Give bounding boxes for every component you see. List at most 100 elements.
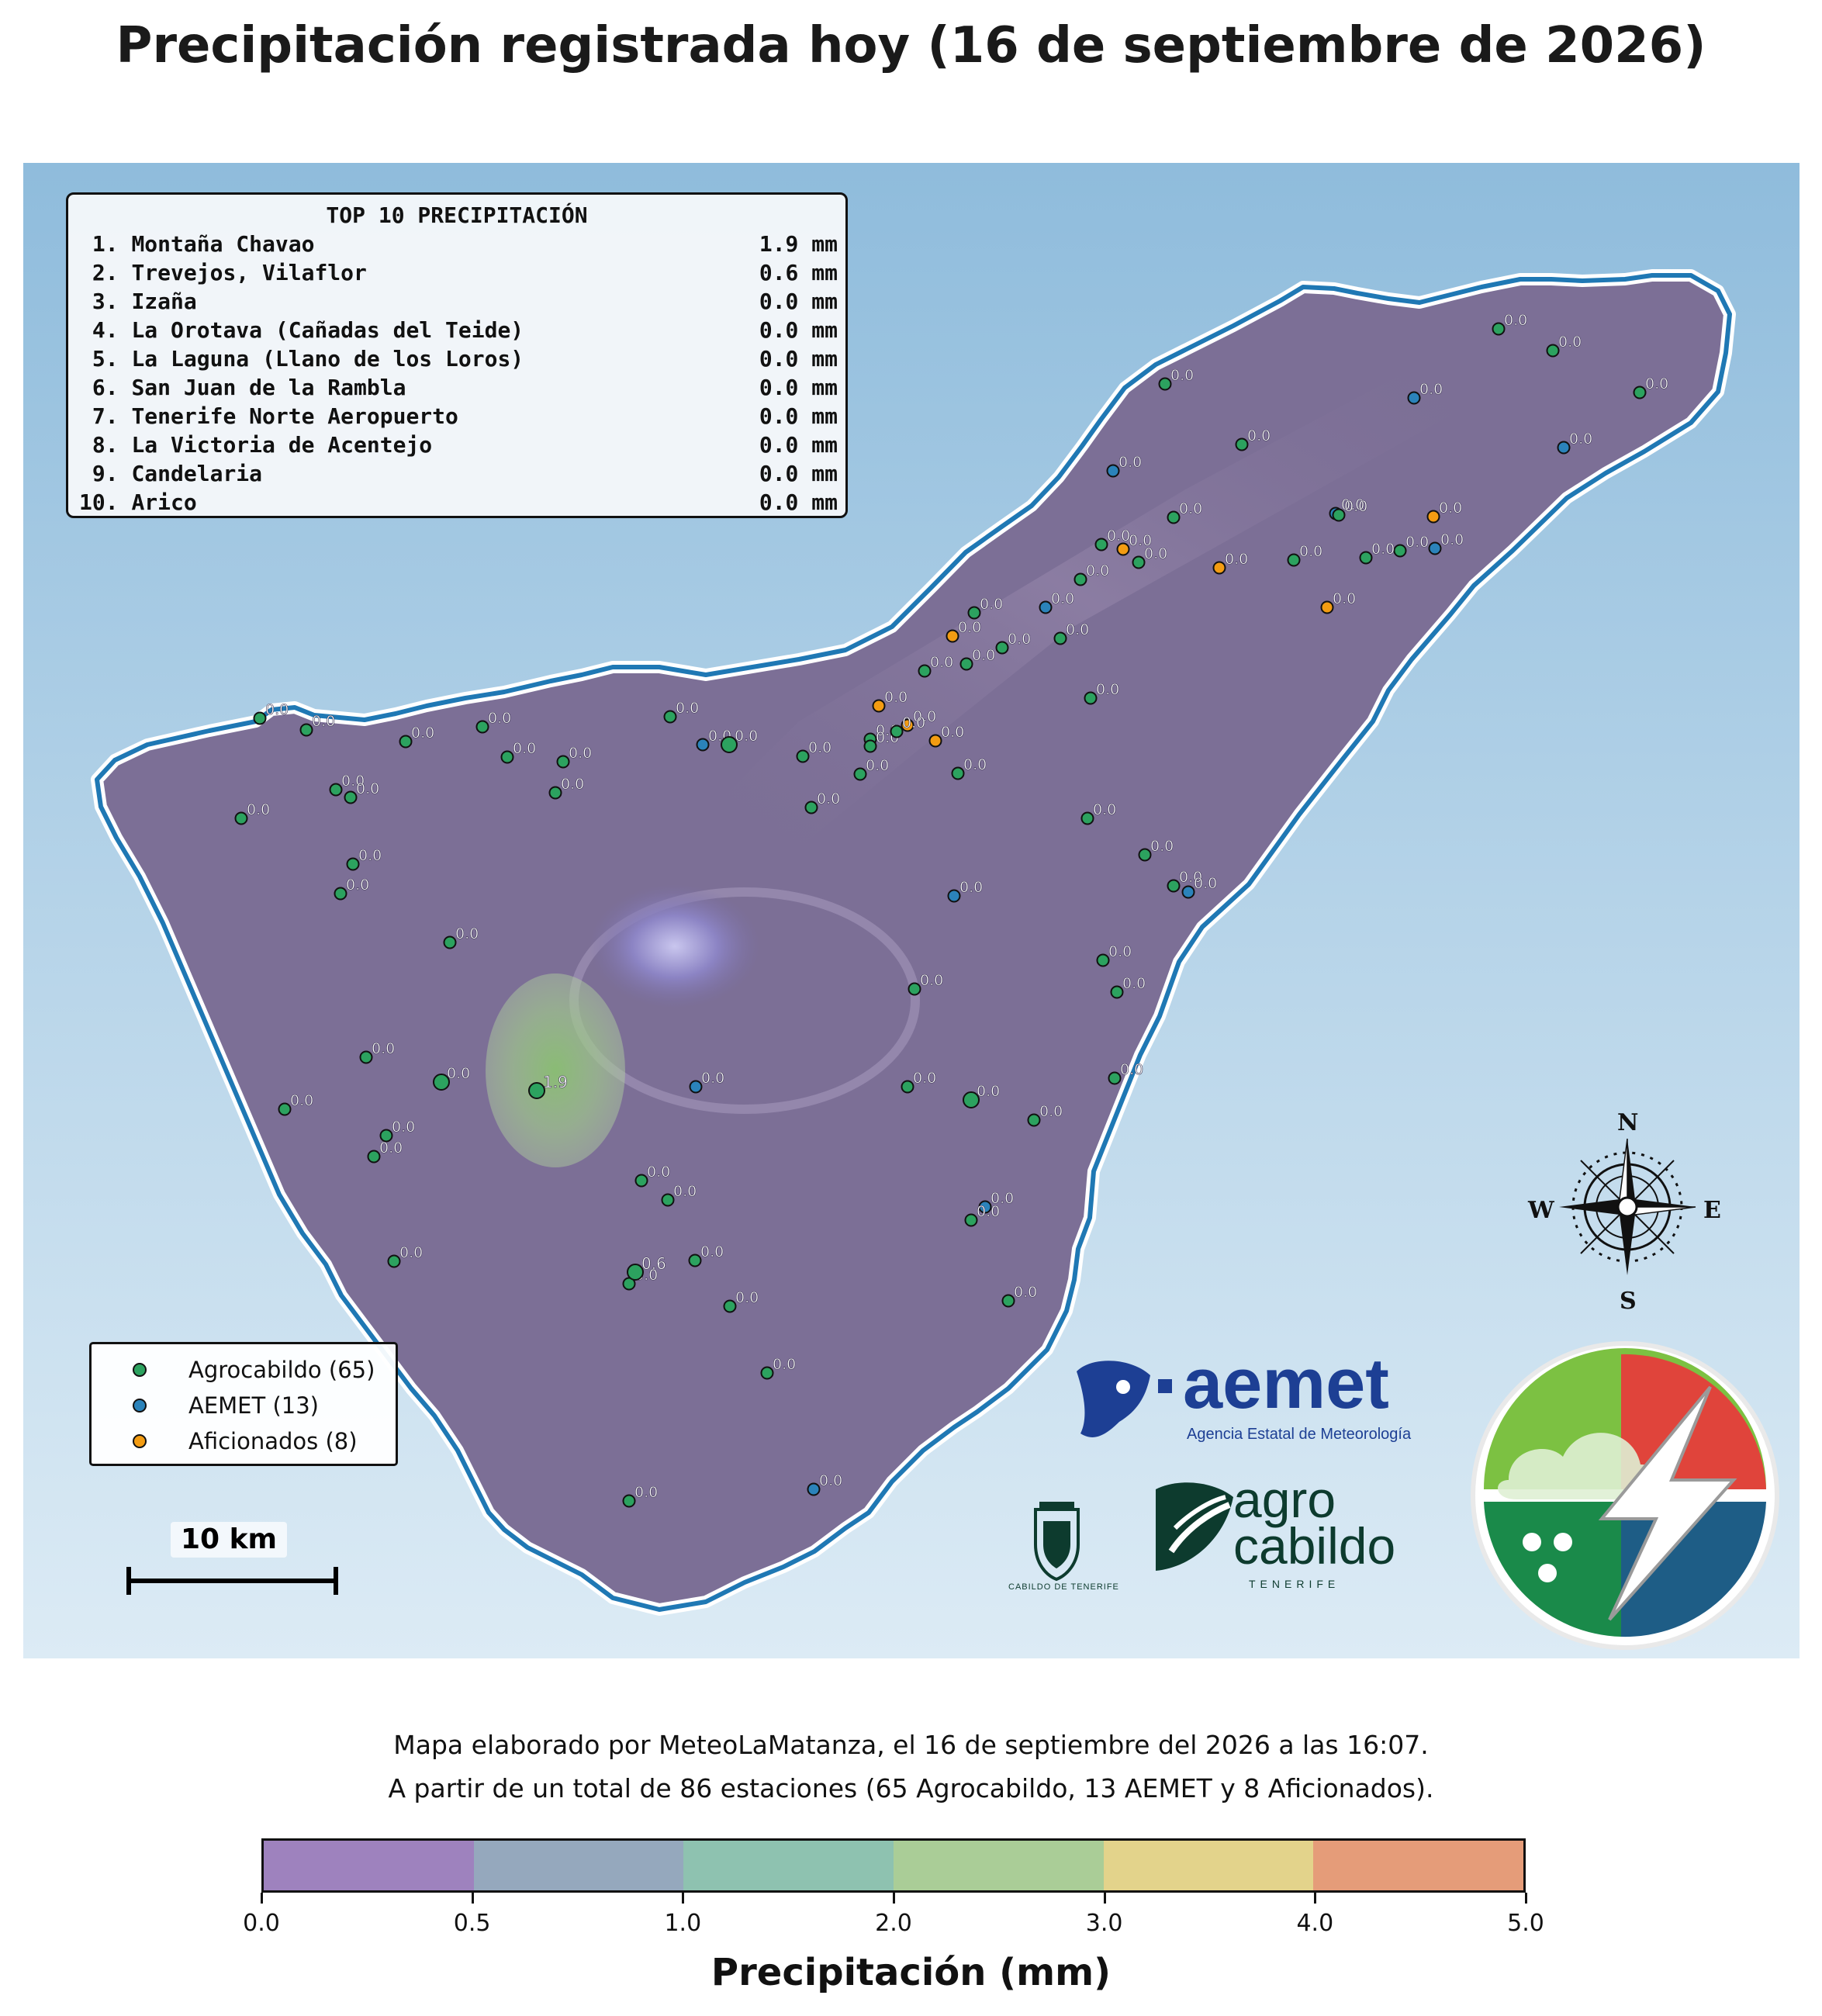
station-marker xyxy=(967,606,981,620)
station-value-label: 0.0 xyxy=(290,1092,313,1109)
top10-name-text: San Juan de la Rambla xyxy=(131,375,406,400)
top10-value: 0.0 mm xyxy=(759,346,838,372)
station-value-label: 0.0 xyxy=(991,1190,1014,1207)
station-marker xyxy=(1546,344,1560,358)
colorbar-tick-label: 0.5 xyxy=(453,1910,491,1937)
top10-header: TOP 10 PRECIPITACIÓN xyxy=(326,202,588,228)
station-marker xyxy=(367,1150,381,1164)
station-marker xyxy=(443,935,457,949)
station-value-label: 0.6 xyxy=(641,1254,666,1273)
top10-station-name: 4. La Orotava (Cañadas del Teide) xyxy=(79,316,524,344)
station-value-label: 0.0 xyxy=(941,724,964,741)
station-value-label: 0.0 xyxy=(372,1040,395,1057)
station-marker xyxy=(1001,1294,1015,1308)
station-marker xyxy=(908,982,921,996)
station-value-label: 0.0 xyxy=(808,739,831,756)
top10-station-name: 8. La Victoria de Acentejo xyxy=(79,431,432,459)
station-value-label: 1.9 xyxy=(543,1073,568,1091)
scale-label: 10 km xyxy=(171,1522,287,1558)
station-value-label: 0.0 xyxy=(1108,943,1132,960)
rain-area xyxy=(486,973,625,1167)
station-marker xyxy=(1407,391,1421,405)
station-value-label: 0.0 xyxy=(819,1472,842,1489)
station-value-label: 0.0 xyxy=(1144,545,1167,562)
top10-rank: 3. xyxy=(79,289,119,314)
station-marker xyxy=(1212,561,1226,575)
station-marker xyxy=(723,1299,737,1313)
top10-ranking-panel: TOP 10 PRECIPITACIÓN 1. Montaña Chavao 1.… xyxy=(66,192,848,518)
station-value-label: 0.0 xyxy=(1014,1284,1037,1301)
station-value-label: 0.0 xyxy=(884,689,908,706)
scale-tick-right xyxy=(334,1567,338,1595)
station-value-label: 0.0 xyxy=(561,776,584,793)
station-value-label: 0.0 xyxy=(1439,500,1462,517)
top10-rank: 5. xyxy=(79,346,119,372)
station-marker xyxy=(947,889,961,903)
top10-name-text: Candelaria xyxy=(131,461,263,486)
top10-rank: 7. xyxy=(79,403,119,429)
top10-value: 0.0 mm xyxy=(759,375,838,400)
station-marker xyxy=(760,1366,774,1380)
station-marker xyxy=(995,641,1009,655)
top10-name-text: La Victoria de Acentejo xyxy=(131,432,433,458)
station-markers: 0.00.00.00.00.0 0.00.00.00.0 0.00.00.00.00… xyxy=(234,312,1669,1508)
station-marker xyxy=(696,738,710,752)
station-marker xyxy=(1167,879,1181,893)
station-value-label: 0.0 xyxy=(913,1070,936,1087)
station-value-label: 0.0 xyxy=(980,596,1003,613)
station-marker xyxy=(1557,441,1571,455)
station-value-label: 0.0 xyxy=(1129,532,1152,549)
top10-name-text: Izaña xyxy=(131,289,197,314)
station-marker xyxy=(346,857,360,871)
station-value-label: 0.0 xyxy=(1179,500,1202,517)
station-marker xyxy=(1080,811,1094,825)
station-value-label: 0.0 xyxy=(972,647,995,664)
top10-station-name: 1. Montaña Chavao xyxy=(79,230,315,258)
top10-rank: 8. xyxy=(79,432,119,458)
station-value-label: 0.0 xyxy=(1371,541,1395,558)
station-marker xyxy=(234,811,248,825)
station-marker xyxy=(721,736,738,753)
compass-west-label: W xyxy=(1528,1197,1554,1224)
station-value-label: 0.0 xyxy=(1569,431,1592,448)
station-value-label: 0.0 xyxy=(247,801,270,818)
station-marker xyxy=(1108,1071,1122,1085)
colorbar-tick-label: 4.0 xyxy=(1296,1910,1334,1937)
top10-rank: 6. xyxy=(79,375,119,400)
station-value-label: 0.0 xyxy=(1405,534,1429,551)
station-marker xyxy=(1106,464,1120,478)
agro-wordmark-line2: cabildo xyxy=(1233,1517,1396,1575)
colorbar-tick xyxy=(471,1893,474,1904)
colorbar-tick-label: 0.0 xyxy=(243,1910,280,1937)
station-legend: Agrocabildo (65) AEMET (13) Aficionados … xyxy=(89,1342,398,1466)
top10-rank: 2. xyxy=(79,260,119,285)
station-marker xyxy=(387,1254,401,1268)
map-title: Precipitación registrada hoy (16 de sept… xyxy=(116,17,1706,74)
station-marker xyxy=(890,724,904,738)
aemet-logo-icon xyxy=(1077,1361,1172,1437)
station-marker xyxy=(661,1193,675,1207)
station-value-label: 0.0 xyxy=(455,925,479,942)
colorbar-tick xyxy=(261,1893,263,1904)
legend-item-aficionados: Aficionados (8) xyxy=(107,1423,396,1459)
station-value-label: 0.0 xyxy=(399,1244,423,1261)
colorbar-tick-label: 3.0 xyxy=(1085,1910,1123,1937)
station-marker xyxy=(1492,322,1506,336)
station-marker xyxy=(951,766,965,780)
top10-value: 0.0 mm xyxy=(759,403,838,429)
colorbar-tick xyxy=(1314,1893,1317,1904)
station-marker xyxy=(1053,631,1067,645)
station-value-label: 0.0 xyxy=(902,714,925,731)
top10-row: 3. Izaña 0.0 mm xyxy=(68,287,845,316)
station-marker xyxy=(1167,510,1181,524)
meteolamatanza-logo-icon xyxy=(1471,1341,1779,1650)
station-marker xyxy=(901,1080,914,1094)
station-marker xyxy=(1426,510,1440,524)
top10-value: 0.0 mm xyxy=(759,289,838,314)
station-value-label: 0.0 xyxy=(265,701,289,718)
station-marker xyxy=(959,657,973,671)
station-marker xyxy=(872,699,886,713)
station-marker xyxy=(359,1050,373,1064)
top10-value: 0.0 mm xyxy=(759,317,838,343)
top10-name-text: La Orotava (Cañadas del Teide) xyxy=(131,317,524,343)
